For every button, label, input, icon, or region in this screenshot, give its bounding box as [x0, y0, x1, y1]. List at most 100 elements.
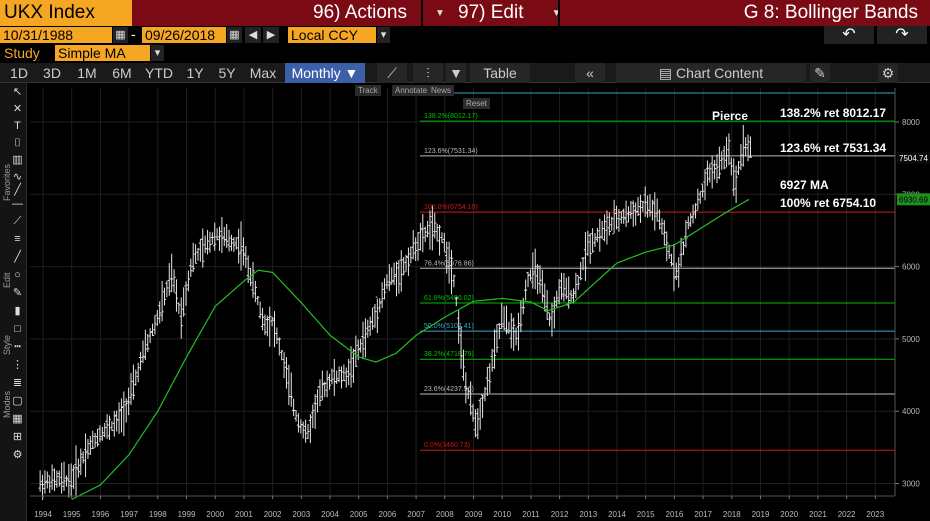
- x-tick-label: 2016: [666, 510, 684, 519]
- y-tick-label: 4000: [902, 407, 920, 416]
- x-tick-label: 2013: [579, 510, 597, 519]
- x-tick-label: 2020: [780, 510, 798, 519]
- x-tick-label: 1994: [34, 510, 52, 519]
- fib-level-label: 100.0%(6754.10): [424, 204, 478, 211]
- x-tick-label: 2023: [866, 510, 884, 519]
- dash-icon[interactable]: ┅: [14, 341, 21, 353]
- edit-label: 97) Edit: [458, 2, 524, 23]
- collapse-icon[interactable]: «: [575, 63, 605, 83]
- channel-icon[interactable]: ▥: [12, 154, 23, 166]
- dots-icon[interactable]: ⋮: [12, 359, 23, 371]
- gear-icon[interactable]: ⚙: [12, 449, 23, 461]
- fib-level-label: 50.0%(5107.41): [424, 323, 474, 330]
- reset-button[interactable]: Reset: [463, 98, 490, 109]
- text-icon[interactable]: T: [14, 120, 21, 132]
- actions-menu[interactable]: 96) Actions ▼: [291, 0, 445, 26]
- last-price-tag: 7504.74: [899, 154, 928, 163]
- frequency-select[interactable]: Monthly ▼: [285, 63, 365, 83]
- currency-select[interactable]: Local CCY: [288, 27, 376, 43]
- chevron-down-icon[interactable]: ▾: [377, 27, 390, 43]
- gear-icon[interactable]: ⚙: [878, 63, 898, 83]
- study-select[interactable]: Simple MA: [55, 45, 150, 61]
- fib-level-label: 38.2%(4718.79): [424, 351, 474, 358]
- chart-toolbar: 1D 3D 1M 6M YTD 1Y 5Y Max Monthly ▼ ⟋ ⫶ …: [0, 63, 930, 83]
- ticker-field[interactable]: UKX Index: [0, 0, 132, 26]
- square-icon[interactable]: □: [14, 323, 21, 335]
- period-6m-button[interactable]: 6M: [112, 65, 132, 81]
- grid-icon[interactable]: ▦: [12, 413, 23, 425]
- modes-label: Modes: [2, 390, 12, 418]
- edit-chart-icon[interactable]: ✎: [810, 63, 830, 83]
- chart-icon: ▤: [658, 65, 676, 81]
- period-5y-button[interactable]: 5Y: [218, 65, 236, 81]
- chevron-left-icon[interactable]: ◀: [245, 27, 261, 43]
- x-tick-label: 2002: [264, 510, 282, 519]
- trend-icon[interactable]: ⟋: [13, 215, 22, 227]
- ruler-icon[interactable]: ⊞: [12, 431, 23, 443]
- cursor-icon[interactable]: ↖: [12, 86, 23, 98]
- chevron-down-icon: ▼: [551, 7, 562, 19]
- period-ytd-button[interactable]: YTD: [145, 65, 173, 81]
- undo-icon[interactable]: ↶: [824, 26, 874, 44]
- x-tick-label: 1995: [63, 510, 81, 519]
- x-tick-label: 2011: [522, 510, 540, 519]
- fib-icon[interactable]: ≡: [14, 233, 21, 245]
- calendar-icon[interactable]: ▦: [113, 27, 128, 43]
- chart-content-button[interactable]: ▤ Chart Content: [616, 63, 806, 83]
- pierce-annotation: Pierce: [712, 109, 748, 123]
- track-button[interactable]: Track: [355, 85, 381, 96]
- start-date-field[interactable]: 10/31/1988: [0, 27, 112, 43]
- drawing-tools-strip: ↖ ✕ T ⌷ ▥ ∿ ╱ — ⟋ ≡ ╱ ○ ✎ ▮ □ ┅ ⋮ ≣ ▢ ▦ …: [0, 83, 27, 521]
- date-dash: -: [131, 26, 136, 42]
- wave-icon[interactable]: ∿: [12, 171, 23, 183]
- chevron-down-icon: ▼: [435, 7, 445, 19]
- width-icon[interactable]: ≣: [12, 377, 23, 389]
- actions-label: 96) Actions: [313, 2, 407, 23]
- period-1d-button[interactable]: 1D: [10, 65, 28, 81]
- period-max-button[interactable]: Max: [249, 65, 277, 81]
- bar-chart-icon[interactable]: ⫶: [413, 63, 443, 83]
- study-bar: Study Simple MA ▾: [0, 44, 930, 63]
- line-tool-icon[interactable]: ╱: [14, 184, 21, 196]
- moving-average-line: [71, 198, 750, 500]
- x-tick-label: 2010: [493, 510, 511, 519]
- news-button[interactable]: News: [428, 85, 455, 96]
- x-tick-label: 2012: [551, 510, 569, 519]
- color-icon[interactable]: ▮: [14, 305, 21, 317]
- x-tick-label: 2009: [465, 510, 483, 519]
- period-3d-button[interactable]: 3D: [43, 65, 61, 81]
- pen-icon[interactable]: ✎: [12, 287, 23, 299]
- chart-canvas: 138.2%(8012.17) 123.6%(7531.34) 100.0%(675…: [27, 83, 930, 521]
- y-tick-label: 8000: [902, 118, 920, 127]
- redo-icon[interactable]: ↷: [877, 26, 927, 44]
- chevron-down-icon[interactable]: ▾: [151, 45, 164, 61]
- hline-icon[interactable]: —: [12, 198, 23, 210]
- title-bar: UKX Index 96) Actions ▼ 97) Edit ▼ G 8: Bo…: [0, 0, 930, 26]
- x-tick-label: 1999: [178, 510, 196, 519]
- table-button[interactable]: Table: [470, 63, 530, 83]
- chart-content-label: Chart Content: [675, 65, 764, 81]
- x-tick-label: 2019: [752, 510, 770, 519]
- x-tick-label: 1998: [149, 510, 167, 519]
- annotate-button[interactable]: Annotate: [392, 85, 431, 96]
- calendar-icon[interactable]: ▦: [227, 27, 242, 43]
- x-tick-label: 2004: [321, 510, 339, 519]
- x-tick-label: 2008: [436, 510, 454, 519]
- box-icon[interactable]: ▢: [12, 395, 23, 407]
- retracement-1382-annotation: 138.2% ret 8012.17: [780, 106, 886, 120]
- close-icon[interactable]: ✕: [12, 103, 23, 115]
- chevron-down-icon[interactable]: ▼: [446, 63, 466, 83]
- price-chart[interactable]: 138.2%(8012.17) 123.6%(7531.34) 100.0%(675…: [27, 83, 930, 521]
- circle-icon[interactable]: ○: [14, 269, 21, 281]
- period-1m-button[interactable]: 1M: [77, 65, 97, 81]
- end-date-field[interactable]: 09/26/2018: [142, 27, 226, 43]
- ma-value-tag: 6930.69: [899, 195, 928, 204]
- ray-icon[interactable]: ╱: [14, 251, 21, 263]
- chevron-right-icon[interactable]: ▶: [263, 27, 279, 43]
- edit-menu[interactable]: 97) Edit ▼: [422, 0, 562, 26]
- x-tick-label: 2017: [694, 510, 712, 519]
- y-tick-label: 6000: [902, 263, 920, 272]
- period-1y-button[interactable]: 1Y: [186, 65, 204, 81]
- line-chart-icon[interactable]: ⟋: [377, 63, 407, 83]
- brackets-icon[interactable]: ⌷: [14, 137, 21, 149]
